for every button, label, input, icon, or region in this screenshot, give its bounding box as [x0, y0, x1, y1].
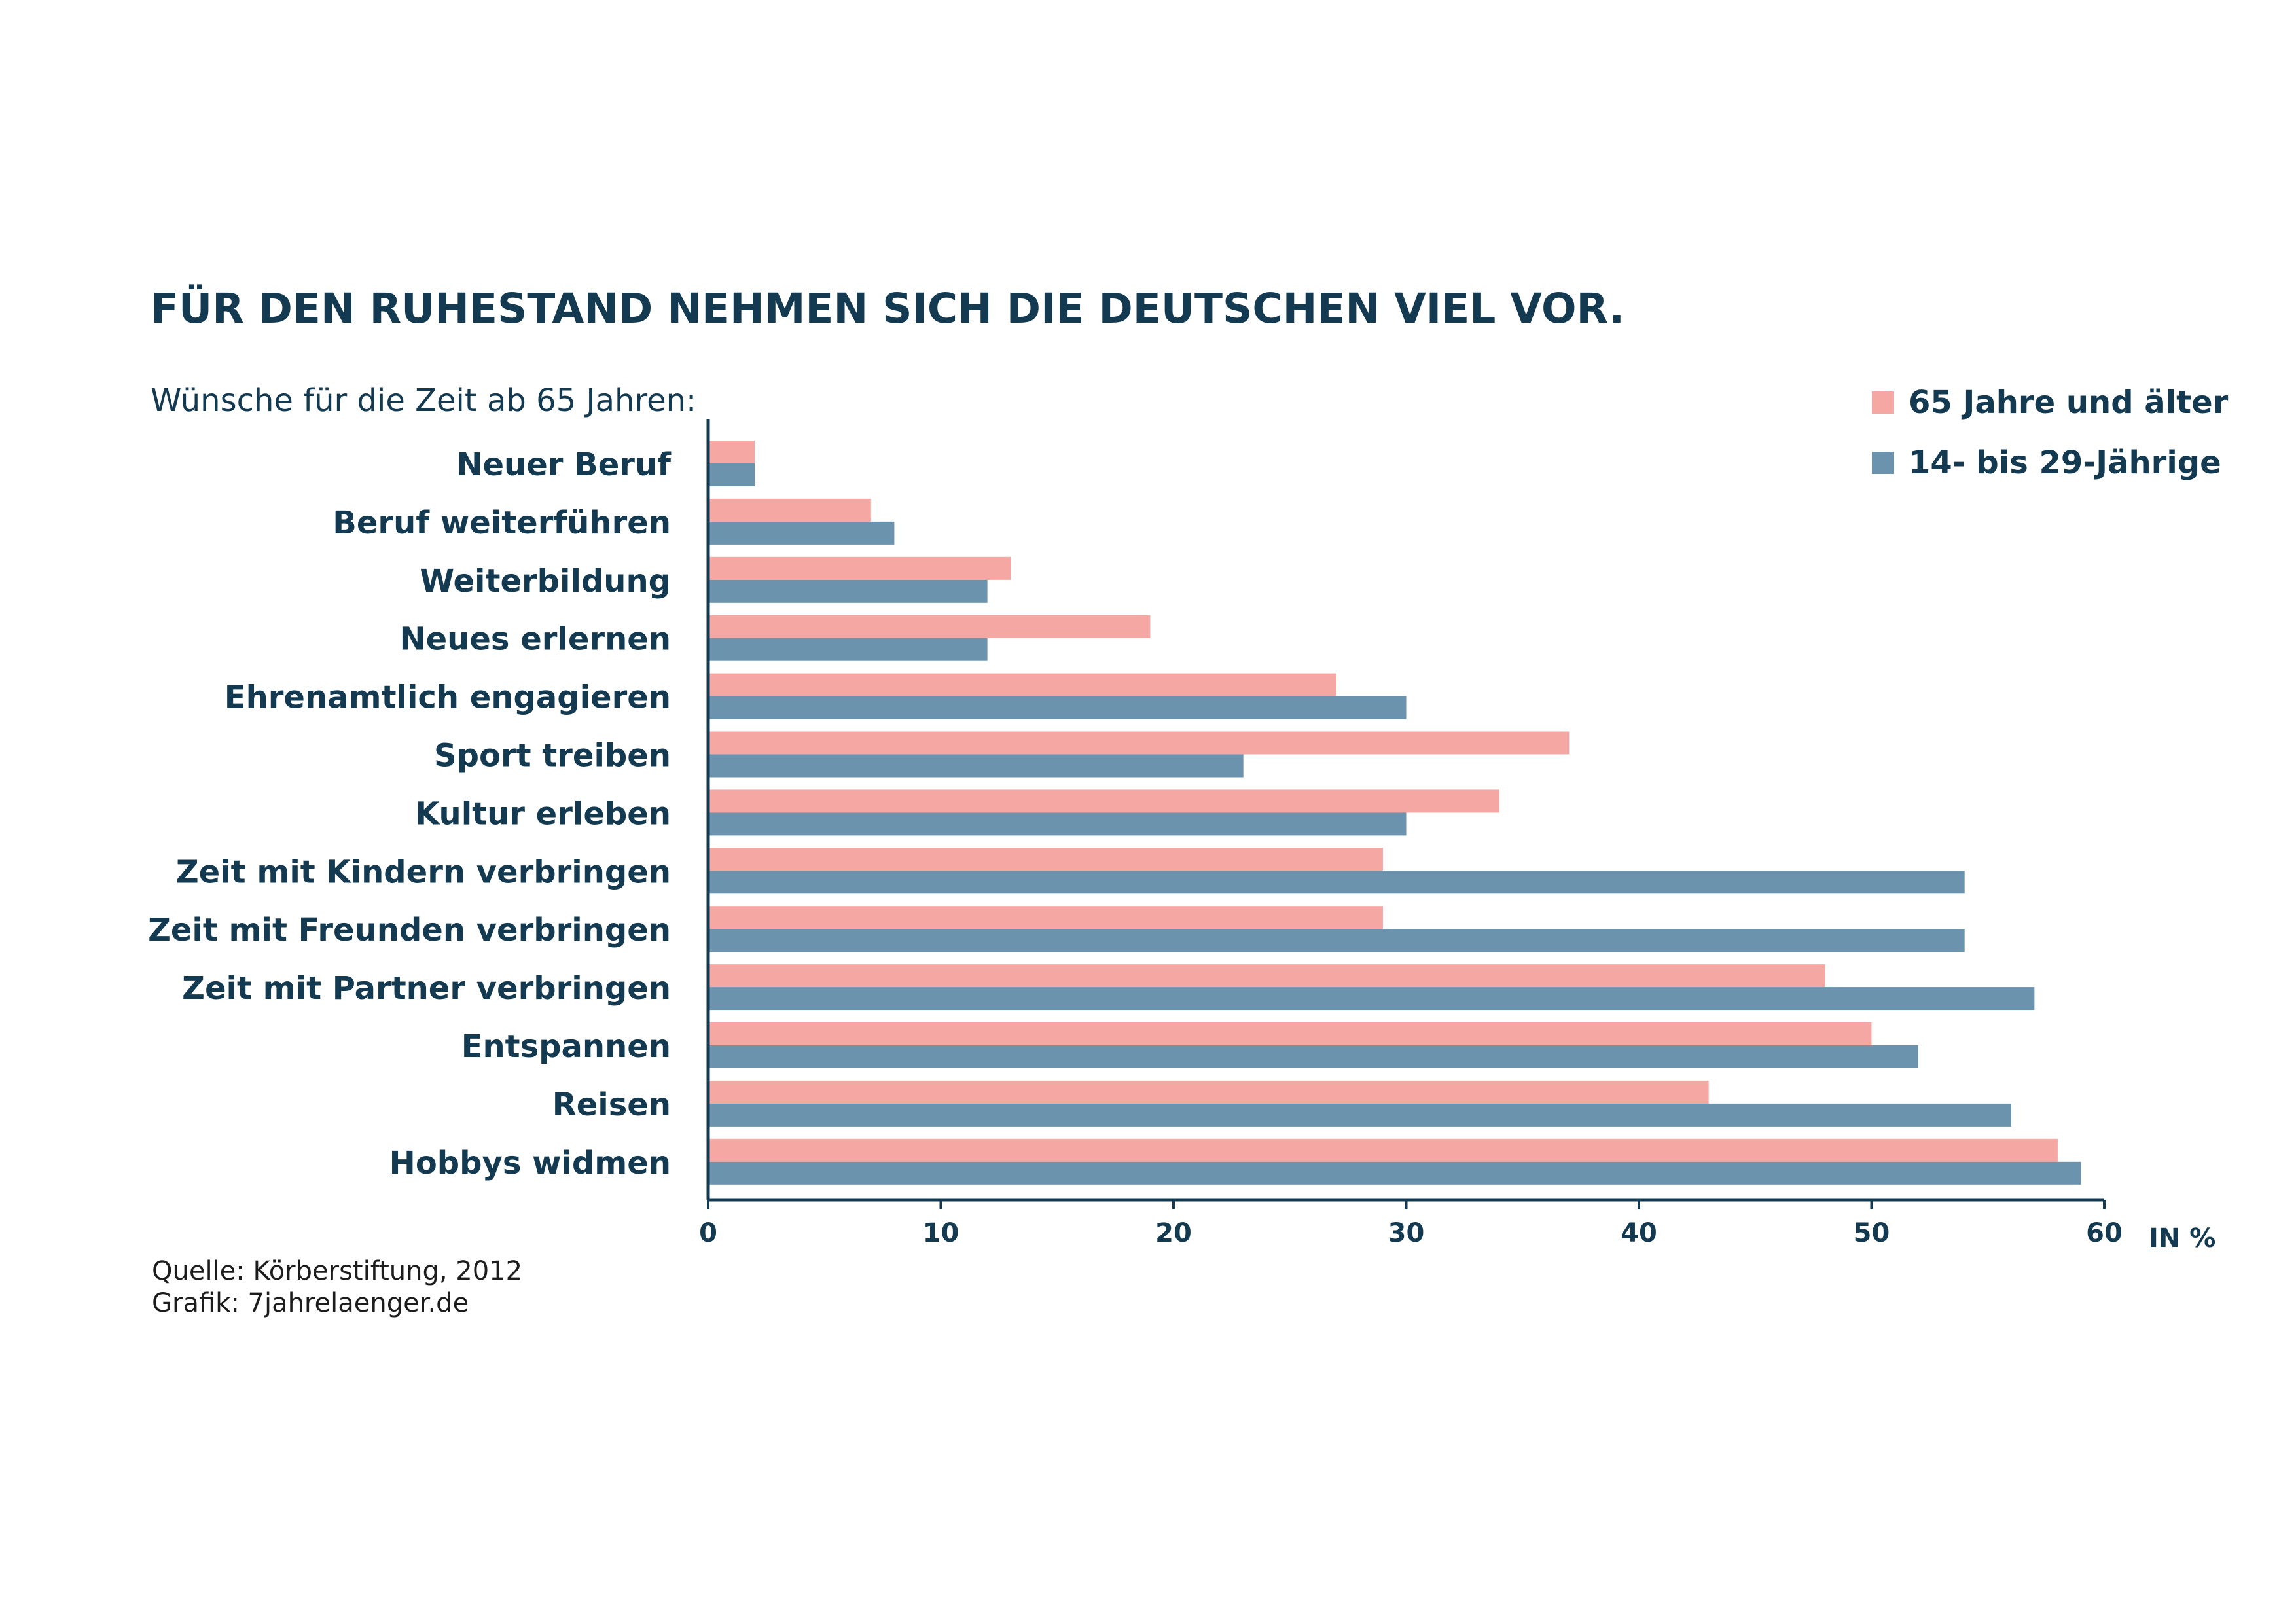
bars-group [708, 441, 2081, 1185]
bar-young-10 [708, 987, 2035, 1011]
category-label: Zeit mit Kindern verbringen [176, 854, 671, 890]
bar-young-12 [708, 1103, 2011, 1127]
bar-young-4 [708, 638, 988, 661]
bar-senior-8 [708, 848, 1383, 871]
credit-line: Grafik: 7jahrelaenger.de [152, 1288, 469, 1318]
bar-young-2 [708, 521, 895, 545]
x-tick-label: 40 [1621, 1218, 1657, 1248]
source-line: Quelle: Körberstiftung, 2012 [152, 1256, 522, 1286]
category-label: Weiterbildung [420, 563, 671, 600]
x-tick-label: 0 [699, 1218, 717, 1248]
bar-senior-4 [708, 615, 1151, 638]
category-label: Reisen [552, 1087, 671, 1123]
category-label: Neues erlernen [399, 621, 671, 658]
legend-label-young: 14- bis 29-Jährige [1909, 444, 2221, 481]
bar-senior-13 [708, 1138, 2058, 1162]
bar-young-11 [708, 1045, 1918, 1068]
bar-senior-9 [708, 906, 1383, 929]
bar-senior-10 [708, 964, 1825, 988]
bar-young-5 [708, 696, 1407, 719]
x-tick-label: 60 [2086, 1218, 2123, 1248]
x-tick-label: 50 [1854, 1218, 1890, 1248]
category-label: Kultur erleben [415, 795, 671, 832]
bar-young-6 [708, 754, 1244, 778]
bar-young-7 [708, 812, 1407, 836]
legend-swatch-senior [1872, 391, 1894, 414]
category-label: Hobbys widmen [389, 1145, 671, 1182]
category-label: Sport treiben [434, 738, 671, 774]
bar-young-3 [708, 579, 988, 603]
category-labels: Neuer Beruf Beruf weiterführen Weiterbildu… [148, 446, 672, 1182]
bar-senior-1 [708, 441, 755, 463]
category-label: Neuer Beruf [456, 446, 672, 483]
bar-senior-7 [708, 789, 1499, 813]
x-tick-label: 20 [1155, 1218, 1192, 1248]
x-axis-ticks: 0 10 20 30 40 50 60 [699, 1200, 2123, 1248]
bar-senior-12 [708, 1080, 1709, 1104]
x-tick-label: 10 [923, 1218, 960, 1248]
x-tick-label: 30 [1388, 1218, 1425, 1248]
category-label: Zeit mit Partner verbringen [182, 970, 671, 1007]
bar-senior-6 [708, 731, 1570, 755]
chart-subtitle: Wünsche für die Zeit ab 65 Jahren: [151, 382, 696, 419]
bar-young-13 [708, 1161, 2081, 1185]
bar-young-8 [708, 871, 1965, 894]
bar-young-9 [708, 929, 1965, 952]
category-label: Beruf weiterführen [332, 505, 671, 541]
bar-senior-2 [708, 498, 871, 522]
bar-young-1 [708, 463, 755, 486]
legend-swatch-young [1872, 452, 1894, 474]
bar-senior-11 [708, 1022, 1872, 1045]
chart-title: FÜR DEN RUHESTAND NEHMEN SICH DIE DEUTSC… [151, 285, 1624, 333]
x-axis-unit-label: IN % [2149, 1223, 2215, 1254]
bar-senior-5 [708, 673, 1336, 696]
category-label: Zeit mit Freunden verbringen [148, 912, 671, 948]
bar-senior-3 [708, 556, 1011, 580]
category-label: Ehrenamtlich engagieren [224, 679, 671, 716]
legend: 65 Jahre und älter 14- bis 29-Jährige [1872, 384, 2229, 481]
category-label: Entspannen [461, 1028, 671, 1065]
legend-label-senior: 65 Jahre und älter [1909, 384, 2229, 421]
